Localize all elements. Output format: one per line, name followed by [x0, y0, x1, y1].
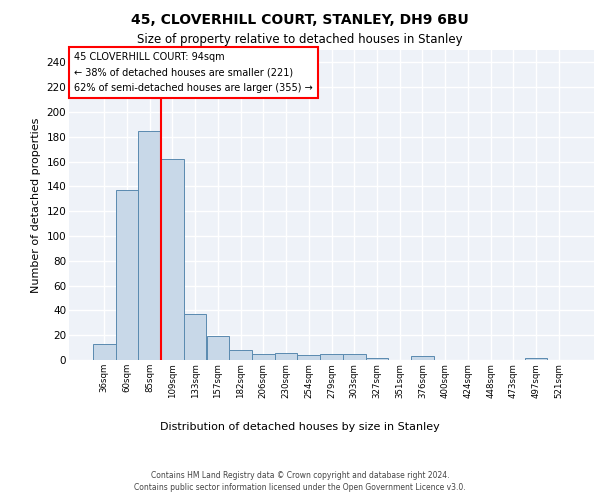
Bar — [139, 130, 161, 360]
Bar — [524, 358, 547, 360]
Text: Distribution of detached houses by size in Stanley: Distribution of detached houses by size … — [160, 422, 440, 432]
Text: Size of property relative to detached houses in Stanley: Size of property relative to detached ho… — [137, 32, 463, 46]
Bar — [184, 314, 206, 360]
Bar — [365, 358, 388, 360]
Bar — [161, 159, 184, 360]
Bar — [206, 336, 229, 360]
Text: 45 CLOVERHILL COURT: 94sqm
← 38% of detached houses are smaller (221)
62% of sem: 45 CLOVERHILL COURT: 94sqm ← 38% of deta… — [74, 52, 313, 93]
Bar — [93, 344, 116, 360]
Y-axis label: Number of detached properties: Number of detached properties — [31, 118, 41, 292]
Bar — [320, 354, 343, 360]
Bar — [275, 352, 298, 360]
Bar — [343, 354, 365, 360]
Bar — [252, 354, 275, 360]
Text: 45, CLOVERHILL COURT, STANLEY, DH9 6BU: 45, CLOVERHILL COURT, STANLEY, DH9 6BU — [131, 12, 469, 26]
Bar — [116, 190, 139, 360]
Bar — [411, 356, 434, 360]
Bar — [298, 355, 320, 360]
Bar — [229, 350, 252, 360]
Text: Contains HM Land Registry data © Crown copyright and database right 2024.
Contai: Contains HM Land Registry data © Crown c… — [134, 471, 466, 492]
